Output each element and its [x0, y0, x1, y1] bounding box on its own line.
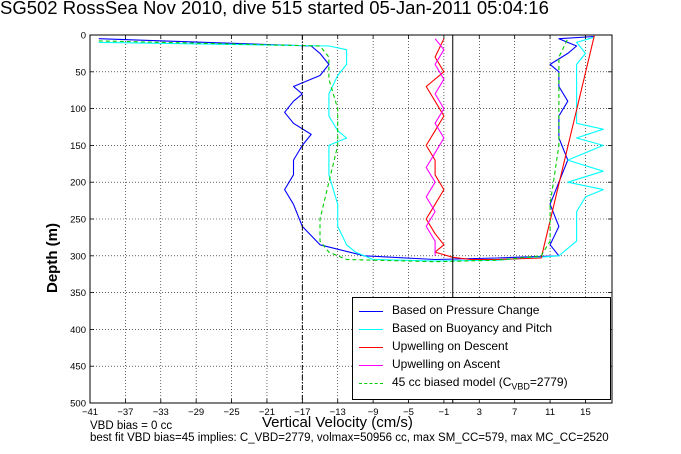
legend-label-ascent: Upwelling on Ascent [392, 357, 501, 371]
legend-swatch-buoyancy [359, 329, 383, 330]
x-tick-label: −41 [82, 407, 98, 418]
axis-ticks [89, 34, 612, 404]
x-tick-label: −13 [330, 407, 346, 418]
y-tick-label: 200 [70, 178, 86, 189]
legend-swatch-ascent [359, 365, 383, 366]
data-series [98, 35, 604, 263]
legend-label-pressure: Based on Pressure Change [392, 303, 540, 317]
legend-label-model-sub: VBD [511, 381, 530, 392]
x-tick-label: −37 [117, 407, 133, 418]
x-tick-label: 11 [545, 407, 555, 418]
legend-item-model: 45 cc biased model (CVBD=2779) [353, 374, 610, 391]
legend-label-model-tail: =2779) [529, 375, 568, 389]
y-tick-label: 300 [70, 251, 86, 262]
x-axis-label: Vertical Velocity (cm/s) [262, 414, 413, 431]
series-ascent-line [425, 38, 445, 256]
x-tick-labels: −41 −37 −33 −29 −25 −21 −17 −13 −9 −5 −1 3 7 11 15 [82, 407, 591, 418]
y-axis-label: Depth (m) [44, 223, 61, 293]
x-tick-label: −1 [438, 407, 449, 418]
legend-item-descent: Upwelling on Descent [353, 338, 610, 355]
x-tick-label: −17 [294, 407, 310, 418]
legend-label-model: 45 cc biased model (CVBD=2779) [392, 375, 568, 391]
legend-label-descent: Upwelling on Descent [392, 339, 509, 353]
y-tick-label: 150 [70, 141, 86, 152]
y-tick-label: 100 [70, 104, 86, 115]
y-tick-label: 250 [70, 215, 86, 226]
x-tick-label: −21 [259, 407, 275, 418]
legend-item-buoyancy: Based on Buoyancy and Pitch [353, 320, 610, 337]
x-tick-label: −5 [403, 407, 414, 418]
y-tick-label: 50 [75, 67, 86, 78]
y-tick-label: 0 [81, 31, 86, 42]
y-tick-label: 350 [70, 288, 86, 299]
x-tick-label: −33 [153, 407, 169, 418]
legend-label-buoyancy: Based on Buoyancy and Pitch [392, 321, 553, 335]
legend: Based on Pressure Change Based on Buoyan… [352, 297, 611, 400]
x-tick-label: 7 [512, 407, 517, 418]
series-buoyancy-line [98, 36, 604, 262]
series-descent-line [425, 35, 595, 261]
legend-swatch-descent [359, 347, 383, 348]
y-tick-label: 450 [70, 362, 86, 373]
legend-item-ascent: Upwelling on Ascent [353, 356, 610, 373]
legend-swatch-pressure [359, 311, 383, 312]
series-model-line [98, 38, 569, 263]
chart-title: SG502 RossSea Nov 2010, dive 515 started… [0, 0, 549, 18]
x-tick-label: −29 [188, 407, 204, 418]
legend-item-pressure: Based on Pressure Change [353, 302, 610, 319]
legend-swatch-model [359, 383, 383, 384]
series-pressure-line [98, 35, 595, 261]
y-tick-labels: 0 50 100 150 200 250 300 350 400 450 500 [70, 31, 86, 410]
y-tick-label: 400 [70, 325, 86, 336]
x-tick-label: 15 [580, 407, 591, 418]
x-tick-label: 3 [477, 407, 482, 418]
y-tick-label: 500 [70, 399, 86, 410]
best-fit-note: best fit VBD bias=45 implies: C_VBD=2779… [90, 432, 609, 444]
vbd-bias-note: VBD bias = 0 cc [90, 420, 173, 432]
legend-label-model-main: 45 cc biased model (C [392, 375, 512, 389]
x-tick-label: −9 [368, 407, 379, 418]
x-tick-label: −25 [223, 407, 239, 418]
